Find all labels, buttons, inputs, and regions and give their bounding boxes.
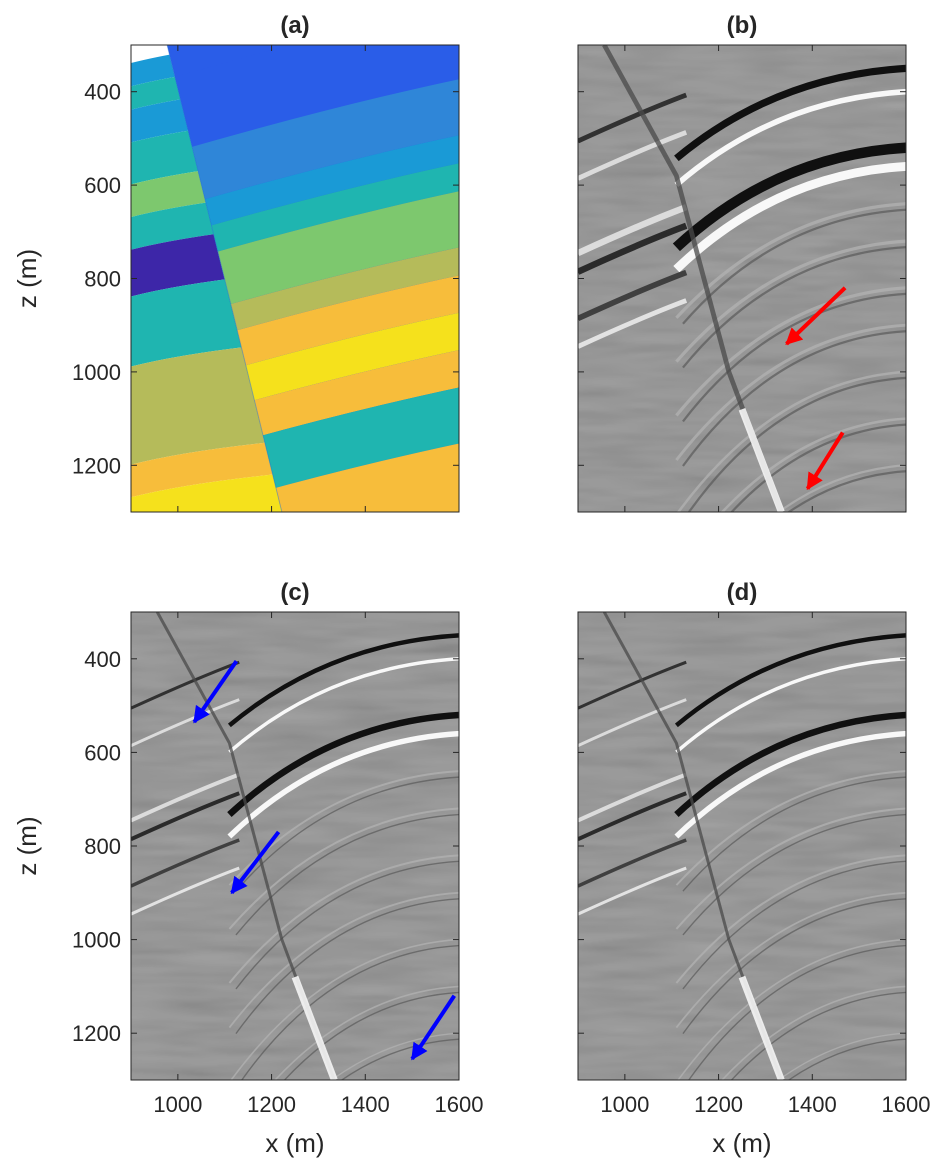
annotation-arrow: [805, 431, 845, 491]
panel-b: [577, 44, 907, 513]
z-tick-label: 600: [84, 173, 121, 198]
z-tick-label: 800: [84, 267, 121, 292]
annotation-arrow: [785, 286, 847, 346]
x-axis-label: x (m): [265, 1128, 324, 1158]
x-tick-label: 1000: [153, 1092, 202, 1117]
z-tick-label: 1200: [72, 1021, 121, 1046]
x-tick-label: 1200: [247, 1092, 296, 1117]
annotation-arrow: [230, 830, 281, 895]
panel-a: [130, 44, 460, 513]
panel-c: [130, 611, 460, 1081]
x-tick-label: 1400: [341, 1092, 390, 1117]
annotation-arrow: [192, 660, 239, 724]
z-tick-label: 1000: [72, 360, 121, 385]
z-tick-label: 400: [84, 80, 121, 105]
panel-title: (a): [280, 12, 309, 39]
x-axis-label: x (m): [712, 1128, 771, 1158]
x-tick-label: 1600: [882, 1092, 931, 1117]
panel-title: (c): [280, 579, 309, 606]
x-tick-label: 1000: [600, 1092, 649, 1117]
panel-title: (b): [727, 12, 758, 39]
z-tick-label: 600: [84, 740, 121, 765]
annotation-arrow: [410, 994, 456, 1061]
z-tick-label: 800: [84, 834, 121, 859]
y-axis-label: z (m): [12, 249, 42, 308]
z-tick-label: 1200: [72, 453, 121, 478]
z-tick-label: 400: [84, 647, 121, 672]
panel-title: (d): [727, 579, 758, 606]
x-tick-label: 1400: [788, 1092, 837, 1117]
x-tick-label: 1600: [435, 1092, 484, 1117]
z-tick-label: 1000: [72, 928, 121, 953]
y-axis-label: z (m): [12, 816, 42, 875]
x-tick-label: 1200: [694, 1092, 743, 1117]
panel-d: [577, 611, 907, 1081]
